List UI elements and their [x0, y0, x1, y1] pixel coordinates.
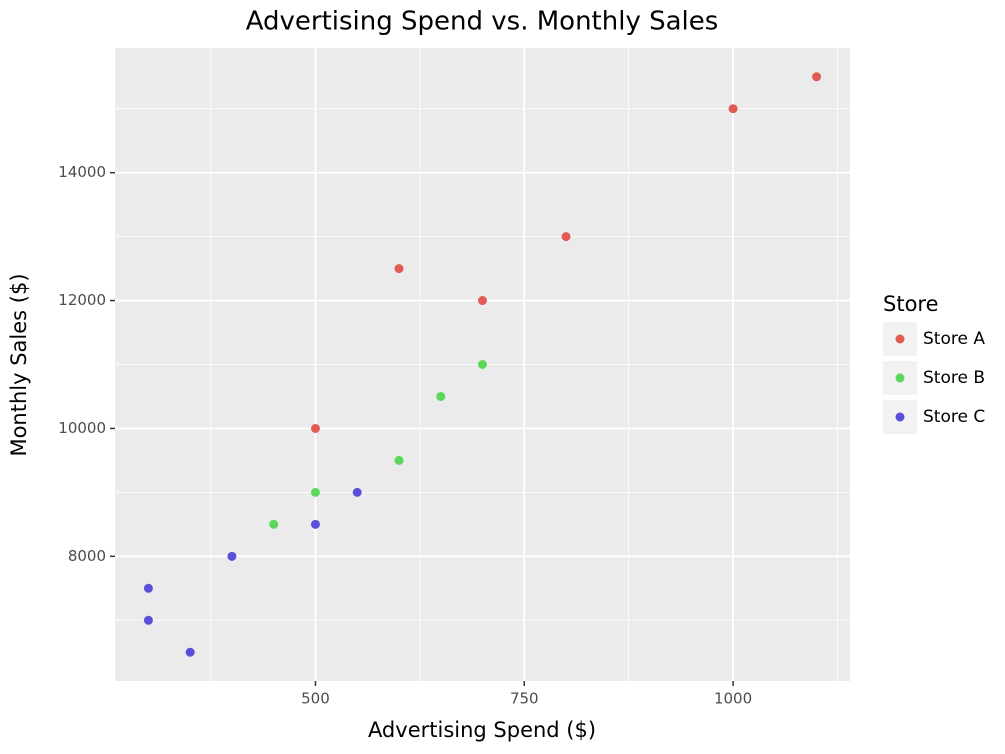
- data-point: [269, 519, 279, 529]
- data-point: [561, 232, 571, 242]
- y-axis-label: Monthly Sales ($): [7, 273, 31, 456]
- legend-label: Store A: [923, 329, 985, 349]
- data-point: [310, 487, 320, 497]
- x-axis-label: Advertising Spend ($): [368, 718, 596, 742]
- data-point: [478, 296, 487, 306]
- y-tick-label: 14000: [58, 163, 106, 181]
- y-tick-label: 12000: [58, 291, 106, 309]
- x-tick-label: 1000: [714, 690, 752, 708]
- data-point: [143, 615, 153, 625]
- legend-label: Store B: [923, 368, 985, 388]
- data-point: [185, 647, 195, 657]
- x-tick-label: 500: [301, 690, 330, 708]
- data-point: [227, 551, 237, 561]
- legend-title: Store: [883, 292, 939, 316]
- x-tick-label: 750: [510, 690, 539, 708]
- y-tick-label: 8000: [68, 547, 106, 565]
- y-tick-label: 10000: [58, 419, 106, 437]
- legend-marker: [895, 412, 905, 422]
- data-point: [728, 104, 738, 114]
- data-point: [352, 487, 362, 497]
- data-point: [436, 391, 446, 401]
- legend-marker: [895, 334, 905, 344]
- data-point: [478, 360, 487, 369]
- data-point: [394, 455, 404, 465]
- chart-title: Advertising Spend vs. Monthly Sales: [246, 7, 719, 37]
- legend-label: Store C: [923, 407, 985, 427]
- data-point: [394, 264, 404, 274]
- data-point: [310, 519, 320, 529]
- data-point: [310, 423, 320, 433]
- data-point: [812, 72, 822, 82]
- legend-marker: [895, 373, 905, 383]
- data-point: [143, 583, 153, 593]
